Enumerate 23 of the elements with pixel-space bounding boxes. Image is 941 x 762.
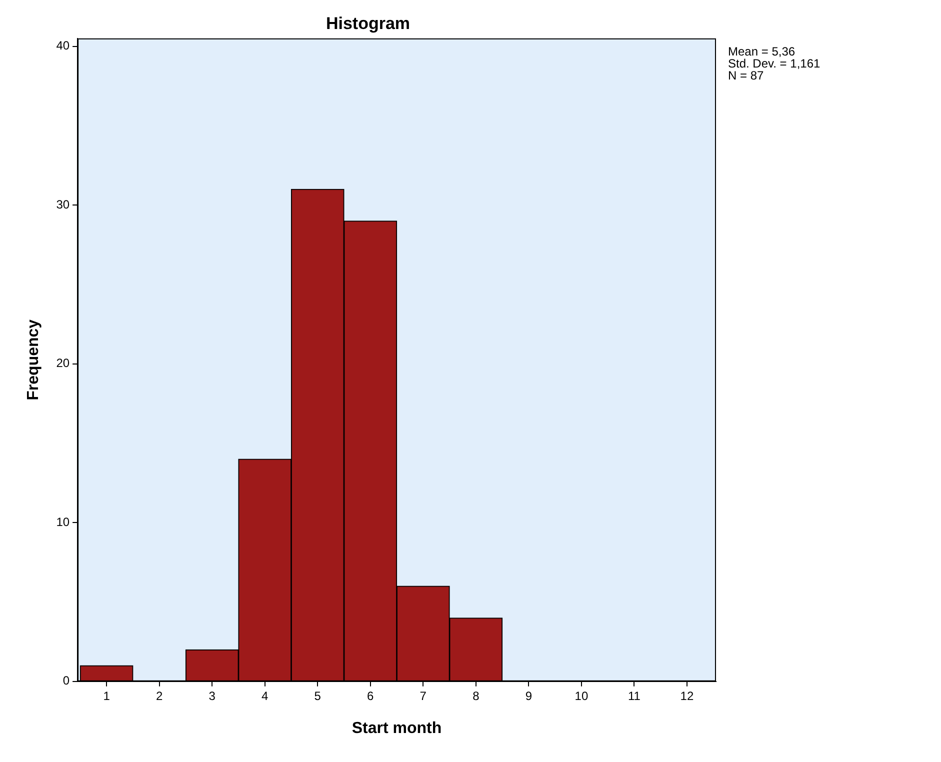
text: Std. Dev. = 1,161 bbox=[728, 56, 820, 71]
x-tick-label: 4 bbox=[262, 688, 269, 703]
y-tick-label: 30 bbox=[56, 197, 70, 212]
x-tick-label: 2 bbox=[156, 688, 163, 703]
x-tick-label: 9 bbox=[525, 688, 532, 703]
x-tick-label: 5 bbox=[314, 688, 322, 703]
y-tick-label: 40 bbox=[56, 38, 70, 53]
x-tick-label: 10 bbox=[574, 688, 588, 703]
chart-title: Histogram bbox=[326, 14, 410, 33]
x-tick-label: 8 bbox=[472, 688, 480, 703]
y-axis-title: Frequency bbox=[25, 319, 42, 400]
x-tick-label: 12 bbox=[680, 688, 694, 703]
x-tick-label: 3 bbox=[208, 688, 216, 703]
text: Mean = 5,36 bbox=[728, 44, 796, 59]
x-tick-label: 11 bbox=[628, 688, 641, 703]
x-tick-label: 6 bbox=[367, 688, 374, 703]
y-tick-label: 0 bbox=[62, 674, 70, 688]
x-axis-title: Start month bbox=[352, 720, 442, 737]
x-tick-label: 7 bbox=[420, 688, 427, 703]
y-tick-label: 20 bbox=[56, 356, 70, 370]
x-tick-label: 1 bbox=[103, 688, 110, 703]
text: N = 87 bbox=[728, 68, 764, 83]
y-tick-label: 10 bbox=[56, 514, 70, 529]
